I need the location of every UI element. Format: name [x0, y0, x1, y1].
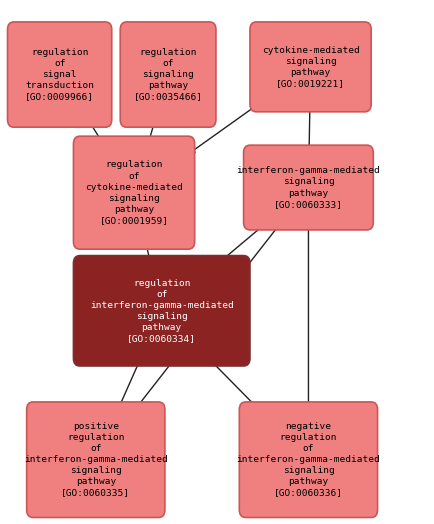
Text: interferon-gamma-mediated
signaling
pathway
[GO:0060333]: interferon-gamma-mediated signaling path… — [237, 167, 380, 209]
FancyBboxPatch shape — [250, 22, 371, 112]
Text: positive
regulation
of
interferon-gamma-mediated
signaling
pathway
[GO:0060335]: positive regulation of interferon-gamma-… — [24, 422, 168, 497]
Text: regulation
of
signaling
pathway
[GO:0035466]: regulation of signaling pathway [GO:0035… — [134, 48, 203, 101]
Text: cytokine-mediated
signaling
pathway
[GO:0019221]: cytokine-mediated signaling pathway [GO:… — [262, 46, 359, 88]
FancyBboxPatch shape — [243, 145, 373, 230]
Text: regulation
of
signal
transduction
[GO:0009966]: regulation of signal transduction [GO:00… — [25, 48, 94, 101]
FancyBboxPatch shape — [73, 136, 195, 249]
FancyBboxPatch shape — [120, 22, 216, 127]
Text: regulation
of
cytokine-mediated
signaling
pathway
[GO:0001959]: regulation of cytokine-mediated signalin… — [85, 160, 183, 225]
Text: regulation
of
interferon-gamma-mediated
signaling
pathway
[GO:0060334]: regulation of interferon-gamma-mediated … — [90, 279, 233, 343]
FancyBboxPatch shape — [7, 22, 112, 127]
FancyBboxPatch shape — [26, 402, 165, 518]
FancyBboxPatch shape — [239, 402, 378, 518]
Text: negative
regulation
of
interferon-gamma-mediated
signaling
pathway
[GO:0060336]: negative regulation of interferon-gamma-… — [237, 422, 380, 497]
FancyBboxPatch shape — [73, 256, 250, 366]
